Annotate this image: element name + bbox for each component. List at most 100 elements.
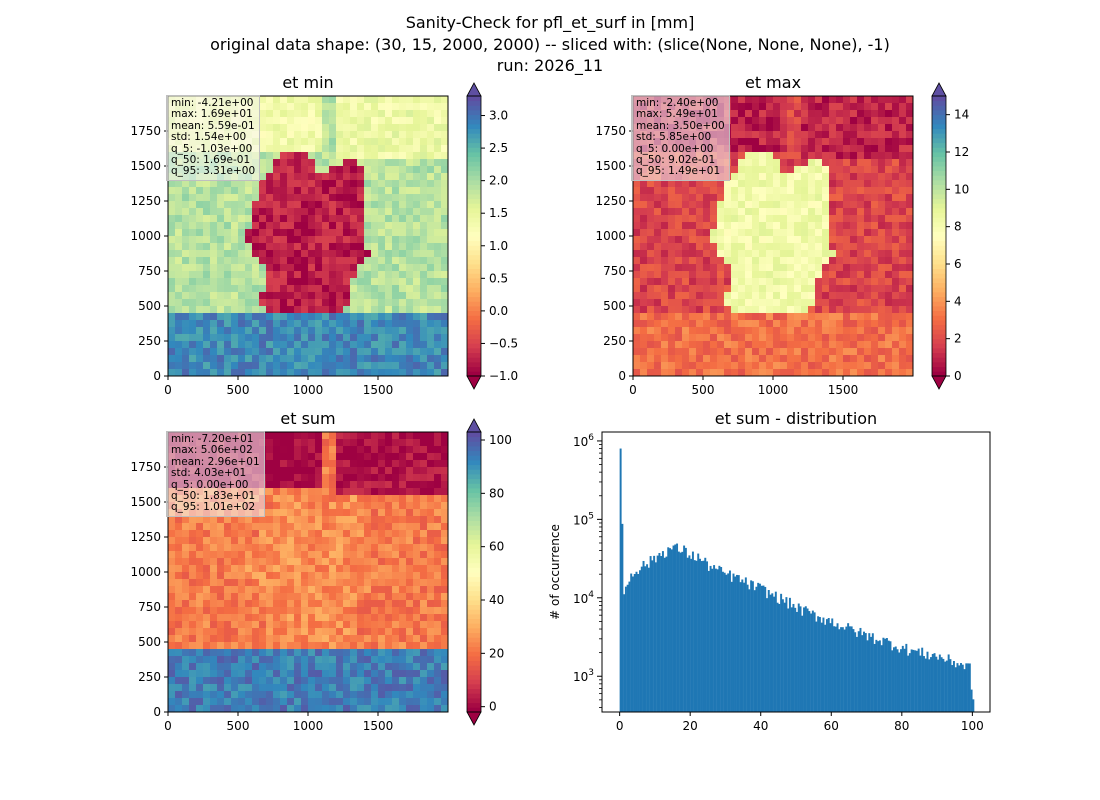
heatmap-cell bbox=[675, 271, 683, 279]
heatmap-cell bbox=[259, 327, 267, 335]
heatmap-cell bbox=[689, 187, 697, 195]
heatmap-cell bbox=[231, 593, 239, 601]
heatmap-cell bbox=[647, 355, 655, 363]
heatmap-cell bbox=[210, 684, 218, 692]
heatmap-cell bbox=[350, 369, 358, 377]
heatmap-cell bbox=[836, 222, 844, 230]
heatmap-cell bbox=[224, 341, 232, 349]
heatmap-cell bbox=[399, 495, 407, 503]
heatmap-cell bbox=[878, 313, 886, 321]
heatmap-cell bbox=[406, 593, 414, 601]
heatmap-cell bbox=[266, 145, 274, 153]
heatmap-cell bbox=[787, 201, 795, 209]
heatmap-cell bbox=[633, 306, 641, 314]
heatmap-cell bbox=[259, 698, 267, 706]
heatmap-cell bbox=[696, 243, 704, 251]
heatmap-cell bbox=[224, 663, 232, 671]
heatmap-cell bbox=[343, 586, 351, 594]
heatmap-cell bbox=[273, 516, 281, 524]
heatmap-cell bbox=[357, 257, 365, 265]
heatmap-cell bbox=[357, 271, 365, 279]
heatmap-cell bbox=[724, 264, 732, 272]
heatmap-cell bbox=[850, 299, 858, 307]
heatmap-cell bbox=[710, 278, 718, 286]
heatmap-cell bbox=[392, 453, 400, 461]
heatmap-cell bbox=[357, 103, 365, 111]
heatmap-cell bbox=[420, 635, 428, 643]
heatmap-cell bbox=[252, 369, 260, 377]
heatmap-cell bbox=[266, 180, 274, 188]
heatmap-cell bbox=[878, 306, 886, 314]
heatmap-cell bbox=[717, 306, 725, 314]
heatmap-cell bbox=[406, 488, 414, 496]
heatmap-cell bbox=[287, 635, 295, 643]
heatmap-cell bbox=[189, 222, 197, 230]
heatmap-cell bbox=[710, 236, 718, 244]
heatmap-cell bbox=[413, 530, 421, 538]
heatmap-cell bbox=[878, 348, 886, 356]
heatmap-cell bbox=[245, 523, 253, 531]
heatmap-cell bbox=[175, 551, 183, 559]
heatmap-cell bbox=[787, 124, 795, 132]
heatmap-cell bbox=[266, 565, 274, 573]
heatmap-cell bbox=[399, 600, 407, 608]
heatmap-cell bbox=[238, 201, 246, 209]
heatmap-cell bbox=[647, 278, 655, 286]
heatmap-cell bbox=[808, 292, 816, 300]
heatmap-cell bbox=[301, 243, 309, 251]
heatmap-cell bbox=[238, 292, 246, 300]
heatmap-cell bbox=[273, 572, 281, 580]
heatmap-cell bbox=[434, 159, 442, 167]
heatmap-cell bbox=[885, 117, 893, 125]
heatmap-cell bbox=[413, 467, 421, 475]
heatmap-cell bbox=[336, 684, 344, 692]
heatmap-cell bbox=[224, 320, 232, 328]
heatmap-cell bbox=[801, 159, 809, 167]
heatmap-cell bbox=[224, 215, 232, 223]
heatmap-cell bbox=[294, 530, 302, 538]
heatmap-cell bbox=[434, 285, 442, 293]
colorbar-segment bbox=[932, 105, 946, 111]
heatmap-cell bbox=[392, 488, 400, 496]
heatmap-cell bbox=[427, 187, 435, 195]
heatmap-cell bbox=[378, 313, 386, 321]
heatmap-cell bbox=[231, 642, 239, 650]
heatmap-cell bbox=[766, 201, 774, 209]
heatmap-cell bbox=[392, 138, 400, 146]
heatmap-cell bbox=[815, 292, 823, 300]
heatmap-cell bbox=[392, 551, 400, 559]
x-tick-label: 1000 bbox=[293, 383, 324, 397]
colorbar-tick-label: 0.0 bbox=[489, 304, 508, 318]
heatmap-cell bbox=[399, 117, 407, 125]
heatmap-cell bbox=[350, 285, 358, 293]
heatmap-cell bbox=[766, 285, 774, 293]
heatmap-cell bbox=[689, 334, 697, 342]
heatmap-cell bbox=[252, 628, 260, 636]
heatmap-cell bbox=[266, 677, 274, 685]
heatmap-cell bbox=[406, 509, 414, 517]
heatmap-cell bbox=[843, 222, 851, 230]
heatmap-cell bbox=[273, 215, 281, 223]
heatmap-cell bbox=[280, 628, 288, 636]
heatmap-cell bbox=[752, 369, 760, 377]
heatmap-cell bbox=[829, 285, 837, 293]
heatmap-cell bbox=[350, 110, 358, 118]
heatmap-cell bbox=[434, 593, 442, 601]
heatmap-cell bbox=[315, 341, 323, 349]
heatmap-cell bbox=[231, 278, 239, 286]
heatmap-cell bbox=[371, 495, 379, 503]
heatmap-cell bbox=[385, 586, 393, 594]
heatmap-cell bbox=[836, 348, 844, 356]
heatmap-cell bbox=[350, 334, 358, 342]
heatmap-cell bbox=[794, 362, 802, 370]
heatmap-cell bbox=[773, 208, 781, 216]
colorbar-segment bbox=[932, 175, 946, 181]
heatmap-cell bbox=[392, 691, 400, 699]
heatmap-cell bbox=[168, 586, 176, 594]
heatmap-cell bbox=[906, 96, 914, 104]
heatmap-cell bbox=[829, 138, 837, 146]
heatmap-cell bbox=[189, 243, 197, 251]
heatmap-cell bbox=[378, 159, 386, 167]
heatmap-cell bbox=[892, 159, 900, 167]
heatmap-cell bbox=[203, 677, 211, 685]
